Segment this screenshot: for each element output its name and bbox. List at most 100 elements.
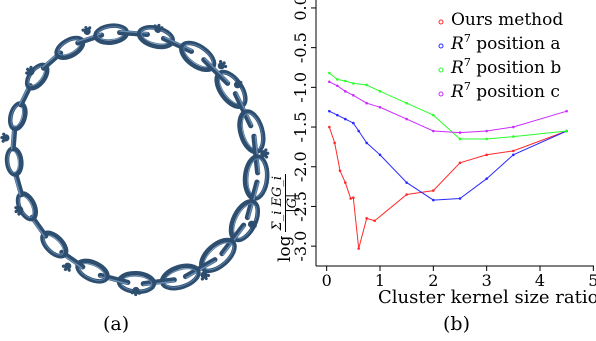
chain-link — [182, 257, 218, 281]
data-point — [328, 71, 331, 75]
legend-label: R7 position a — [450, 32, 561, 54]
y-axis-label-fraction: Σ_i EG_i |G| — [269, 173, 300, 233]
x-tick-label: 3 — [482, 271, 492, 290]
data-point — [378, 153, 382, 157]
y-tick-label: -1.5 — [291, 112, 310, 143]
chain-knob — [130, 286, 141, 297]
chain-link — [160, 35, 195, 54]
caption-b: (b) — [443, 313, 470, 335]
chain-knob — [0, 132, 10, 143]
chain-link — [140, 277, 177, 287]
y-axis-label-prefix: log — [275, 235, 295, 262]
chain-knob — [200, 271, 211, 281]
chain-knob — [217, 59, 228, 70]
data-point — [344, 181, 347, 184]
data-point — [565, 109, 568, 113]
data-point — [432, 198, 435, 202]
data-point — [352, 82, 355, 85]
data-point — [365, 141, 368, 145]
data-point — [458, 137, 462, 141]
caption-a: (a) — [103, 313, 130, 335]
data-point — [512, 135, 515, 138]
data-point — [512, 125, 515, 129]
legend-label: R7 position b — [450, 56, 561, 78]
y-tick-label: -3.0 — [291, 231, 310, 262]
chain-knob — [233, 78, 244, 89]
data-point — [344, 90, 347, 93]
chain-knob — [153, 23, 164, 33]
data-point — [432, 113, 435, 117]
legend-label: R7 position c — [450, 80, 560, 102]
legend-label: Ours method — [451, 10, 563, 30]
chain-knob — [247, 220, 257, 231]
data-point — [485, 129, 488, 133]
y-tick-label: -0.5 — [291, 32, 310, 63]
x-tick-label: 0 — [322, 271, 332, 290]
y-tick-label: 0.0 — [291, 0, 310, 21]
data-point — [378, 90, 382, 93]
data-point — [432, 129, 435, 133]
data-point — [378, 105, 382, 109]
data-point — [352, 93, 355, 97]
chain-knob — [14, 206, 24, 216]
data-point — [405, 117, 408, 121]
x-tick-label: 4 — [535, 271, 545, 290]
data-point — [512, 149, 515, 153]
data-point — [336, 84, 339, 88]
data-point — [485, 153, 488, 157]
data-point — [333, 141, 336, 145]
series-line — [328, 126, 567, 249]
chain-link — [29, 214, 49, 239]
data-point — [432, 189, 435, 192]
chain-link — [0, 125, 18, 152]
legend-marker — [438, 43, 444, 49]
chain-knob — [61, 262, 72, 272]
data-point — [338, 169, 342, 173]
chain-link — [232, 91, 254, 129]
data-point — [485, 177, 488, 180]
y-axis-label-numerator: Σ_i EG_i — [269, 173, 286, 233]
data-point — [485, 137, 488, 141]
data-point — [373, 219, 376, 223]
data-point — [365, 101, 368, 105]
data-point — [365, 217, 368, 220]
y-tick-label: -1.0 — [291, 72, 310, 103]
chain-knob — [81, 26, 92, 36]
data-point — [405, 101, 408, 105]
data-point — [458, 131, 462, 134]
data-point — [405, 181, 408, 184]
data-point — [357, 129, 360, 133]
data-point — [336, 113, 339, 117]
legend-marker — [438, 91, 444, 97]
data-point — [328, 80, 331, 84]
data-point — [336, 78, 339, 81]
chain-knob — [25, 65, 35, 76]
chain-link — [13, 171, 25, 198]
data-point — [458, 161, 462, 165]
data-point — [352, 196, 355, 200]
data-point — [565, 129, 568, 133]
data-point — [365, 83, 368, 87]
chain-link — [201, 57, 231, 86]
y-axis-label: log Σ_i EG_i |G| — [270, 22, 300, 262]
y-axis-label-denominator: |G| — [284, 193, 300, 213]
data-point — [344, 117, 347, 121]
data-point — [328, 125, 331, 129]
y-tick-label: -2.0 — [291, 151, 310, 182]
data-point — [352, 121, 355, 125]
x-tick-label: 5 — [588, 271, 596, 290]
data-point — [512, 153, 515, 157]
data-point — [405, 193, 408, 196]
y-tick-label: -2.5 — [291, 191, 310, 222]
data-point — [458, 197, 462, 200]
x-tick-label: 2 — [428, 271, 438, 290]
series-line — [328, 72, 567, 140]
legend-marker — [438, 67, 444, 73]
data-point — [357, 247, 360, 250]
x-axis-label: Cluster kernel size ratio — [378, 287, 596, 308]
x-tick-label: 1 — [375, 271, 385, 290]
chain-knob — [260, 148, 270, 159]
data-point — [344, 79, 347, 83]
